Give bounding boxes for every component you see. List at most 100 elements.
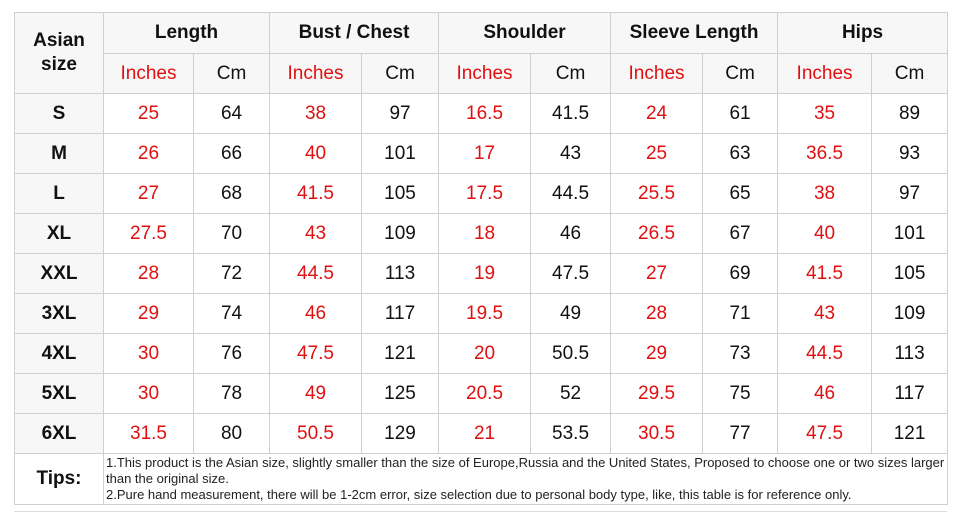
size-row: XL 27.5 70 43 109 18 46 26.5 67 40 101: [14, 213, 949, 254]
measure-cell: 49: [269, 373, 363, 414]
measure-cell: 46: [530, 213, 612, 254]
measure-cell: 89: [871, 93, 949, 134]
unit-header: Cm: [702, 53, 779, 94]
measure-cell: 30: [103, 373, 194, 414]
measure-cell: 63: [702, 133, 779, 174]
measure-cell: 43: [530, 133, 612, 174]
measure-cell: 73: [702, 333, 779, 374]
measure-cell: 52: [530, 373, 612, 414]
measure-cell: 41.5: [530, 93, 612, 134]
measure-cell: 20.5: [438, 373, 532, 414]
measure-cell: 27: [103, 173, 194, 214]
measure-cell: 25.5: [610, 173, 704, 214]
measure-cell: 17.5: [438, 173, 532, 214]
measure-cell: 41.5: [269, 173, 363, 214]
measure-cell: 27: [610, 253, 704, 294]
unit-header: Inches: [438, 53, 532, 94]
unit-header: Cm: [361, 53, 440, 94]
measure-cell: 36.5: [777, 133, 873, 174]
measure-cell: 21: [438, 413, 532, 454]
measure-cell: 93: [871, 133, 949, 174]
group-header: Length: [102, 12, 271, 54]
size-label: M: [14, 133, 104, 174]
measure-cell: 26: [103, 133, 194, 174]
measure-cell: 101: [871, 213, 949, 254]
size-row: M 26 66 40 101 17 43 25 63 36.5 93: [14, 133, 949, 174]
measure-cell: 105: [871, 253, 949, 294]
group-header: Shoulder: [438, 12, 612, 54]
size-label: XL: [14, 213, 104, 254]
size-row: 3XL 29 74 46 117 19.5 49 28 71 43 109: [14, 293, 949, 334]
size-row: XXL 28 72 44.5 113 19 47.5 27 69 41.5 105: [14, 253, 949, 294]
unit-header: Inches: [269, 53, 363, 94]
unit-header: Cm: [871, 53, 949, 94]
unit-row: Inches Cm Inches Cm Inches Cm Inches Cm Inches Cm: [15, 53, 949, 94]
measure-cell: 61: [702, 93, 779, 134]
measure-cell: 28: [103, 253, 194, 294]
measure-cell: 35: [777, 93, 873, 134]
measure-cell: 41.5: [777, 253, 873, 294]
measure-cell: 43: [777, 293, 873, 334]
measure-cell: 25: [610, 133, 704, 174]
size-label: 6XL: [14, 413, 104, 454]
measure-cell: 24: [610, 93, 704, 134]
measure-cell: 30.5: [610, 413, 704, 454]
measure-cell: 17: [438, 133, 532, 174]
measure-cell: 20: [438, 333, 532, 374]
measure-cell: 113: [871, 333, 949, 374]
tips-label: Tips:: [14, 453, 104, 505]
unit-header: Inches: [777, 53, 873, 94]
measure-cell: 31.5: [103, 413, 194, 454]
measure-cell: 50.5: [530, 333, 612, 374]
measure-cell: 75: [702, 373, 779, 414]
bottom-rule: [14, 511, 947, 512]
measure-cell: 50.5: [269, 413, 363, 454]
size-label: L: [14, 173, 104, 214]
measure-cell: 78: [192, 373, 271, 414]
measure-cell: 109: [361, 213, 440, 254]
header-row: Asian size Length Bust / Chest Shoulder Slee…: [14, 12, 949, 94]
measure-cell: 109: [871, 293, 949, 334]
measure-cell: 38: [777, 173, 873, 214]
measure-cell: 77: [702, 413, 779, 454]
measure-cell: 105: [361, 173, 440, 214]
measure-cell: 47.5: [530, 253, 612, 294]
measure-cell: 97: [361, 93, 440, 134]
unit-header: Inches: [610, 53, 704, 94]
measure-cell: 26.5: [610, 213, 704, 254]
measure-cell: 66: [192, 133, 271, 174]
measure-cell: 121: [361, 333, 440, 374]
measure-cell: 70: [192, 213, 271, 254]
measure-cell: 40: [269, 133, 363, 174]
measure-cell: 121: [871, 413, 949, 454]
measure-cell: 74: [192, 293, 271, 334]
measure-cell: 113: [361, 253, 440, 294]
tip-line: 2.Pure hand measurement, there will be 1…: [106, 487, 852, 502]
measure-cell: 29.5: [610, 373, 704, 414]
size-label: 3XL: [14, 293, 104, 334]
measure-cell: 47.5: [777, 413, 873, 454]
size-table: Asian size Length Bust / Chest Shoulder Slee…: [14, 12, 949, 505]
measure-cell: 19.5: [438, 293, 532, 334]
measure-cell: 49: [530, 293, 612, 334]
measure-cell: 29: [103, 293, 194, 334]
measure-cell: 44.5: [269, 253, 363, 294]
unit-header: Inches: [103, 53, 194, 94]
measure-cell: 97: [871, 173, 949, 214]
measure-cell: 101: [361, 133, 440, 174]
size-row: 4XL 30 76 47.5 121 20 50.5 29 73 44.5 113: [14, 333, 949, 374]
measure-cell: 28: [610, 293, 704, 334]
size-row: 5XL 30 78 49 125 20.5 52 29.5 75 46 117: [14, 373, 949, 414]
measure-cell: 46: [269, 293, 363, 334]
tips-row: Tips: 1.This product is the Asian size, s…: [14, 453, 949, 505]
size-label: S: [14, 93, 104, 134]
measure-cell: 71: [702, 293, 779, 334]
size-row: L 27 68 41.5 105 17.5 44.5 25.5 65 38 97: [14, 173, 949, 214]
size-row: S 25 64 38 97 16.5 41.5 24 61 35 89: [14, 93, 949, 134]
measure-cell: 25: [103, 93, 194, 134]
measure-cell: 47.5: [269, 333, 363, 374]
measure-cell: 65: [702, 173, 779, 214]
measure-cell: 44.5: [777, 333, 873, 374]
measure-cell: 117: [361, 293, 440, 334]
unit-header: Cm: [192, 53, 271, 94]
